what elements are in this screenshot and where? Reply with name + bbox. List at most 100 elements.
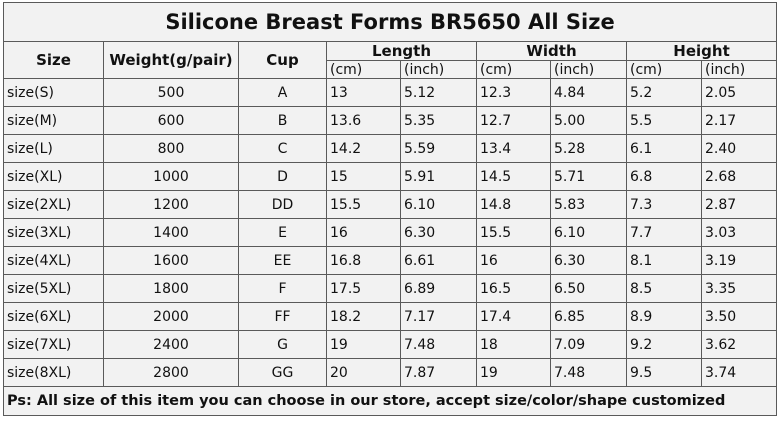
table-cell: 16 bbox=[476, 246, 551, 275]
table-cell: 12.7 bbox=[476, 106, 551, 135]
header-unit: (inch) bbox=[700, 60, 778, 79]
table-cell: 20 bbox=[326, 358, 401, 387]
table-row: size(4XL) 1600 EE 16.8 6.61 16 6.30 8.1 3.19 bbox=[3, 246, 778, 275]
table-cell: 19 bbox=[326, 330, 401, 359]
table-cell: size(2XL) bbox=[3, 190, 104, 219]
table-cell: 15.5 bbox=[326, 190, 401, 219]
table-cell: 6.30 bbox=[550, 246, 627, 275]
table-cell: 6.8 bbox=[626, 162, 702, 191]
table-cell: B bbox=[238, 106, 327, 135]
table-cell: 600 bbox=[103, 106, 239, 135]
table-cell: 5.59 bbox=[400, 134, 477, 163]
header-unit: (cm) bbox=[326, 60, 401, 79]
table-cell: F bbox=[238, 274, 327, 303]
table-cell: 3.19 bbox=[700, 246, 778, 275]
header-group: Height bbox=[625, 41, 778, 61]
table-cell: 3.50 bbox=[700, 302, 778, 331]
table-cell: 14.5 bbox=[476, 162, 551, 191]
table-cell: DD bbox=[238, 190, 327, 219]
table-cell: 6.85 bbox=[550, 302, 627, 331]
table-cell: 17.4 bbox=[476, 302, 551, 331]
footer-note: Ps: All size of this item you can choose… bbox=[2, 386, 778, 416]
table-cell: 7.48 bbox=[400, 330, 477, 359]
table-row: size(7XL) 2400 G 19 7.48 18 7.09 9.2 3.62 bbox=[3, 330, 778, 359]
table-cell: 13 bbox=[326, 78, 401, 107]
header-unit: (inch) bbox=[400, 60, 477, 79]
table-cell: 5.2 bbox=[626, 78, 702, 107]
table-cell: 6.61 bbox=[400, 246, 477, 275]
table-cell: 6.50 bbox=[550, 274, 627, 303]
table-cell: 2.05 bbox=[700, 78, 778, 107]
table-cell: GG bbox=[238, 358, 327, 387]
table-cell: 1400 bbox=[103, 218, 239, 247]
table-cell: size(4XL) bbox=[3, 246, 104, 275]
table-row: size(8XL) 2800 GG 20 7.87 19 7.48 9.5 3.74 bbox=[3, 358, 778, 387]
table-cell: 5.12 bbox=[400, 78, 477, 107]
table-cell: 1800 bbox=[103, 274, 239, 303]
table-cell: size(6XL) bbox=[3, 302, 104, 331]
table-cell: size(3XL) bbox=[3, 218, 104, 247]
table-cell: 5.71 bbox=[550, 162, 627, 191]
table-cell: 5.00 bbox=[550, 106, 627, 135]
header-unit: (cm) bbox=[626, 60, 702, 79]
table-cell: D bbox=[238, 162, 327, 191]
table-cell: 3.62 bbox=[700, 330, 778, 359]
header-size: Size bbox=[3, 41, 104, 79]
header-weight: Weight(g/pair) bbox=[103, 41, 239, 79]
table-cell: 13.4 bbox=[476, 134, 551, 163]
table-cell: 8.5 bbox=[626, 274, 702, 303]
table-cell: 1200 bbox=[103, 190, 239, 219]
table-cell: G bbox=[238, 330, 327, 359]
table-cell: size(7XL) bbox=[3, 330, 104, 359]
table-cell: 9.2 bbox=[626, 330, 702, 359]
table-cell: 7.17 bbox=[400, 302, 477, 331]
table-cell: 800 bbox=[103, 134, 239, 163]
table-cell: 2.40 bbox=[700, 134, 778, 163]
table-cell: FF bbox=[238, 302, 327, 331]
table-row: size(2XL) 1200 DD 15.5 6.10 14.8 5.83 7.3 2.87 bbox=[3, 190, 778, 219]
table-cell: 15.5 bbox=[476, 218, 551, 247]
table-cell: size(M) bbox=[3, 106, 104, 135]
table-row: size(S) 500 A 13 5.12 12.3 4.84 5.2 2.05 bbox=[3, 78, 778, 107]
table-row: size(5XL) 1800 F 17.5 6.89 16.5 6.50 8.5 3.35 bbox=[3, 274, 778, 303]
table-row: size(6XL) 2000 FF 18.2 7.17 17.4 6.85 8.9 3.50 bbox=[3, 302, 778, 331]
table-cell: 16.8 bbox=[326, 246, 401, 275]
table-cell: 3.35 bbox=[700, 274, 778, 303]
table-cell: 7.09 bbox=[550, 330, 627, 359]
table-cell: 3.03 bbox=[700, 218, 778, 247]
table-cell: EE bbox=[238, 246, 327, 275]
table-cell: 8.1 bbox=[626, 246, 702, 275]
table-cell: 7.48 bbox=[550, 358, 627, 387]
table-cell: 1600 bbox=[103, 246, 239, 275]
table-cell: 2.87 bbox=[700, 190, 778, 219]
table-cell: 3.74 bbox=[700, 358, 778, 387]
table-cell: size(5XL) bbox=[3, 274, 104, 303]
header-unit: (inch) bbox=[550, 60, 627, 79]
table-title: Silicone Breast Forms BR5650 All Size bbox=[2, 2, 778, 42]
header-cup: Cup bbox=[238, 41, 327, 79]
table-cell: 6.10 bbox=[400, 190, 477, 219]
table-cell: 14.8 bbox=[476, 190, 551, 219]
table-cell: 2000 bbox=[103, 302, 239, 331]
table-cell: 8.9 bbox=[626, 302, 702, 331]
table-cell: 6.30 bbox=[400, 218, 477, 247]
table-cell: 5.83 bbox=[550, 190, 627, 219]
table-cell: 5.5 bbox=[626, 106, 702, 135]
table-cell: 500 bbox=[103, 78, 239, 107]
table-cell: 17.5 bbox=[326, 274, 401, 303]
table-cell: A bbox=[238, 78, 327, 107]
table-cell: size(L) bbox=[3, 134, 104, 163]
table-cell: 2.17 bbox=[700, 106, 778, 135]
table-cell: 7.3 bbox=[626, 190, 702, 219]
table-cell: 7.7 bbox=[626, 218, 702, 247]
header-group: Length bbox=[326, 41, 477, 61]
table-row: size(3XL) 1400 E 16 6.30 15.5 6.10 7.7 3.03 bbox=[3, 218, 778, 247]
table-cell: 5.28 bbox=[550, 134, 627, 163]
table-cell: 5.35 bbox=[400, 106, 477, 135]
table-cell: size(8XL) bbox=[3, 358, 104, 387]
table-cell: 7.87 bbox=[400, 358, 477, 387]
table-cell: size(XL) bbox=[3, 162, 104, 191]
table-cell: E bbox=[238, 218, 327, 247]
table-cell: 6.10 bbox=[550, 218, 627, 247]
